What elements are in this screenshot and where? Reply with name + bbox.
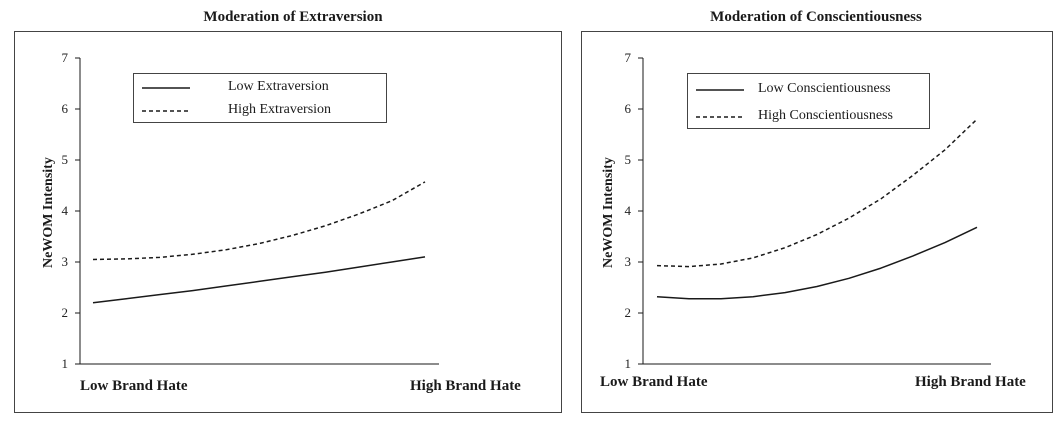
y-tick-label: 7 [62, 50, 69, 65]
x-category-label-low: Low Brand Hate [80, 378, 188, 394]
legend-label: High Conscientiousness [758, 108, 893, 123]
legend-label: High Extraversion [228, 102, 332, 117]
legend-swatch-dashed [142, 110, 190, 112]
y-axis-label: NeWOM Intensity [41, 157, 56, 268]
y-tick-label: 4 [62, 203, 69, 218]
y-tick-label: 4 [625, 203, 632, 218]
legend-item: High Extraversion [134, 101, 386, 121]
chart-title: Moderation of Extraversion [203, 9, 383, 25]
y-tick-label: 6 [625, 101, 632, 116]
legend-label: Low Conscientiousness [758, 81, 891, 96]
y-axis-label: NeWOM Intensity [601, 157, 616, 268]
chart-legend: Low Conscientiousness High Conscientious… [687, 73, 930, 129]
y-tick-label: 5 [62, 152, 69, 167]
legend-item: Low Conscientiousness [688, 80, 929, 100]
y-tick-label: 1 [625, 356, 632, 371]
legend-label: Low Extraversion [228, 79, 329, 94]
y-tick-label: 2 [625, 305, 632, 320]
chart-frame [14, 31, 562, 413]
y-tick-label: 1 [62, 356, 69, 371]
legend-item: Low Extraversion [134, 78, 386, 98]
series-line-dashed [656, 118, 978, 268]
y-tick-label: 5 [625, 152, 632, 167]
y-tick-label: 3 [625, 254, 632, 269]
legend-swatch-solid [142, 87, 190, 89]
series-line-solid [656, 226, 978, 300]
y-tick-label: 7 [625, 50, 632, 65]
legend-swatch-dashed [696, 116, 744, 118]
x-category-label-high: High Brand Hate [410, 378, 521, 394]
x-category-label-high: High Brand Hate [915, 374, 1026, 390]
y-tick-label: 2 [62, 305, 69, 320]
legend-item: High Conscientiousness [688, 107, 929, 127]
chart-panel-extraversion: Moderation of Extraversion 1 2 3 4 5 6 7 Low E… [14, 9, 562, 413]
y-tick-label: 6 [62, 101, 69, 116]
legend-swatch-solid [696, 89, 744, 91]
series-line-dashed [92, 181, 426, 261]
x-category-label-low: Low Brand Hate [600, 374, 708, 390]
chart-title: Moderation of Conscientiousness [710, 9, 922, 25]
plot-area: 1 2 3 4 5 6 7 [625, 50, 991, 371]
chart-frame [581, 31, 1053, 413]
series-line-solid [92, 256, 426, 304]
y-tick-label: 3 [62, 254, 69, 269]
plot-area: 1 2 3 4 5 6 7 [62, 50, 439, 371]
chart-legend: Low Extraversion High Extraversion [133, 73, 387, 123]
